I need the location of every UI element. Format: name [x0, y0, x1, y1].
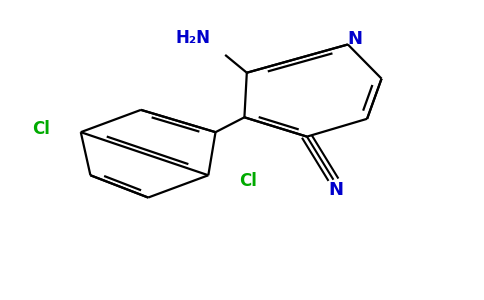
- Text: H₂N: H₂N: [176, 29, 211, 47]
- Text: Cl: Cl: [31, 120, 49, 138]
- Text: N: N: [328, 181, 343, 199]
- Text: Cl: Cl: [240, 172, 257, 190]
- Text: N: N: [348, 29, 363, 47]
